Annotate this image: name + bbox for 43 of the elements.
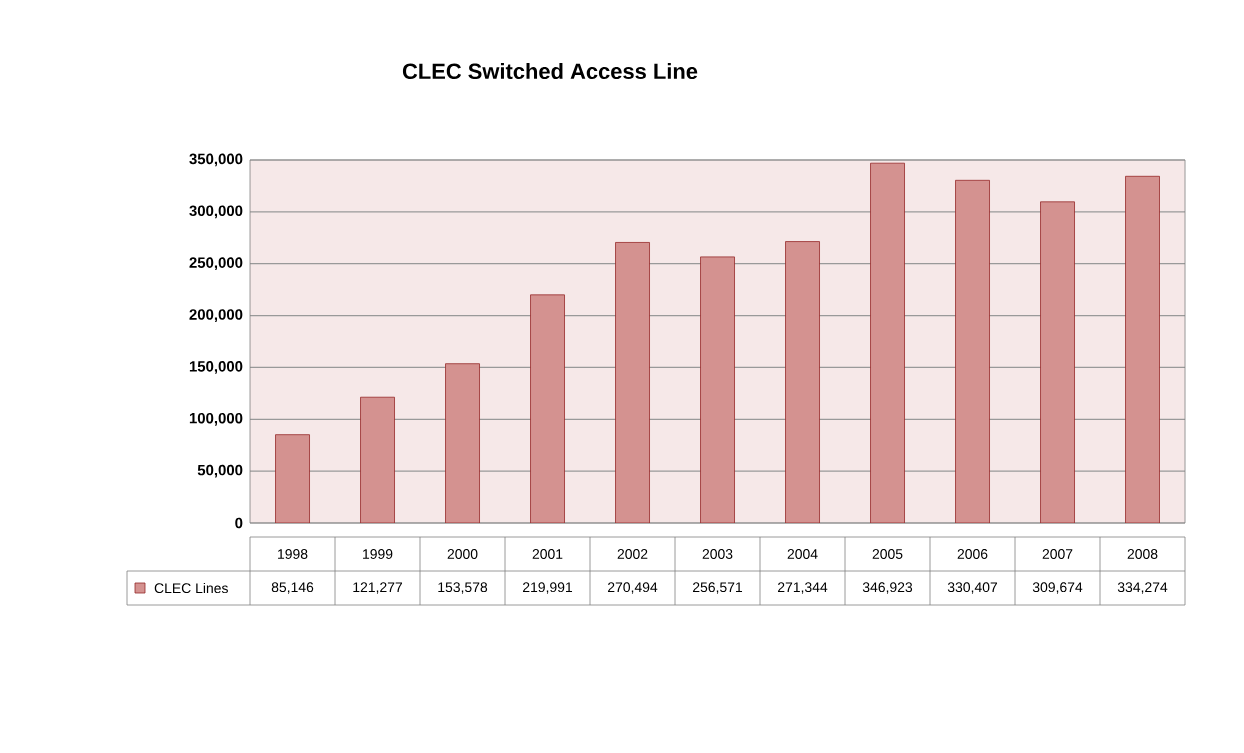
- bar: [445, 363, 480, 523]
- bar: [1125, 175, 1160, 523]
- bar: [275, 434, 310, 523]
- bar: [785, 241, 820, 523]
- y-tick-label: 250,000: [189, 257, 243, 271]
- x-tick-label: 2004: [787, 549, 818, 559]
- bar: [870, 162, 905, 523]
- y-tick-label: 350,000: [189, 153, 243, 167]
- data-label: 219,991: [522, 582, 573, 594]
- x-tick-label: 2000: [447, 549, 478, 559]
- bar: [615, 242, 650, 523]
- data-label: 330,407: [947, 582, 998, 594]
- y-tick-label: 150,000: [189, 361, 243, 374]
- bar: [700, 256, 735, 523]
- x-tick-label: 2007: [1042, 549, 1073, 559]
- data-label: 334,274: [1117, 582, 1168, 594]
- x-tick-label: 1999: [363, 549, 393, 559]
- data-label: 85,146: [271, 582, 314, 594]
- x-tick-label: 2006: [957, 549, 988, 559]
- x-tick-label: 2003: [702, 549, 733, 559]
- x-tick-label: 1998: [278, 549, 308, 559]
- data-label: 270,494: [607, 582, 658, 594]
- bar: [1040, 201, 1075, 523]
- x-tick-label: 2005: [872, 549, 903, 559]
- data-label: 346,923: [862, 582, 913, 594]
- data-label: 256,571: [692, 582, 743, 594]
- x-tick-label: 2001: [532, 549, 563, 559]
- chart-title: CLEC Switched Access Line: [402, 62, 698, 80]
- y-tick-label: 300,000: [189, 205, 243, 219]
- y-tick-label: 0: [235, 517, 243, 529]
- x-tick-label: 2008: [1127, 549, 1158, 559]
- y-tick-label: 200,000: [189, 309, 243, 322]
- bar: [360, 396, 395, 523]
- data-label: 121,277: [353, 582, 403, 594]
- y-tick-label: 50,000: [197, 464, 243, 478]
- data-label: 271,344: [777, 582, 828, 594]
- bar: [530, 294, 565, 523]
- data-label: 309,674: [1032, 582, 1083, 594]
- data-label: 153,578: [438, 582, 488, 594]
- legend-label: CLEC Lines: [154, 582, 228, 594]
- bar: [955, 179, 990, 523]
- y-tick-label: 100,000: [189, 412, 243, 426]
- x-tick-label: 2002: [617, 549, 648, 559]
